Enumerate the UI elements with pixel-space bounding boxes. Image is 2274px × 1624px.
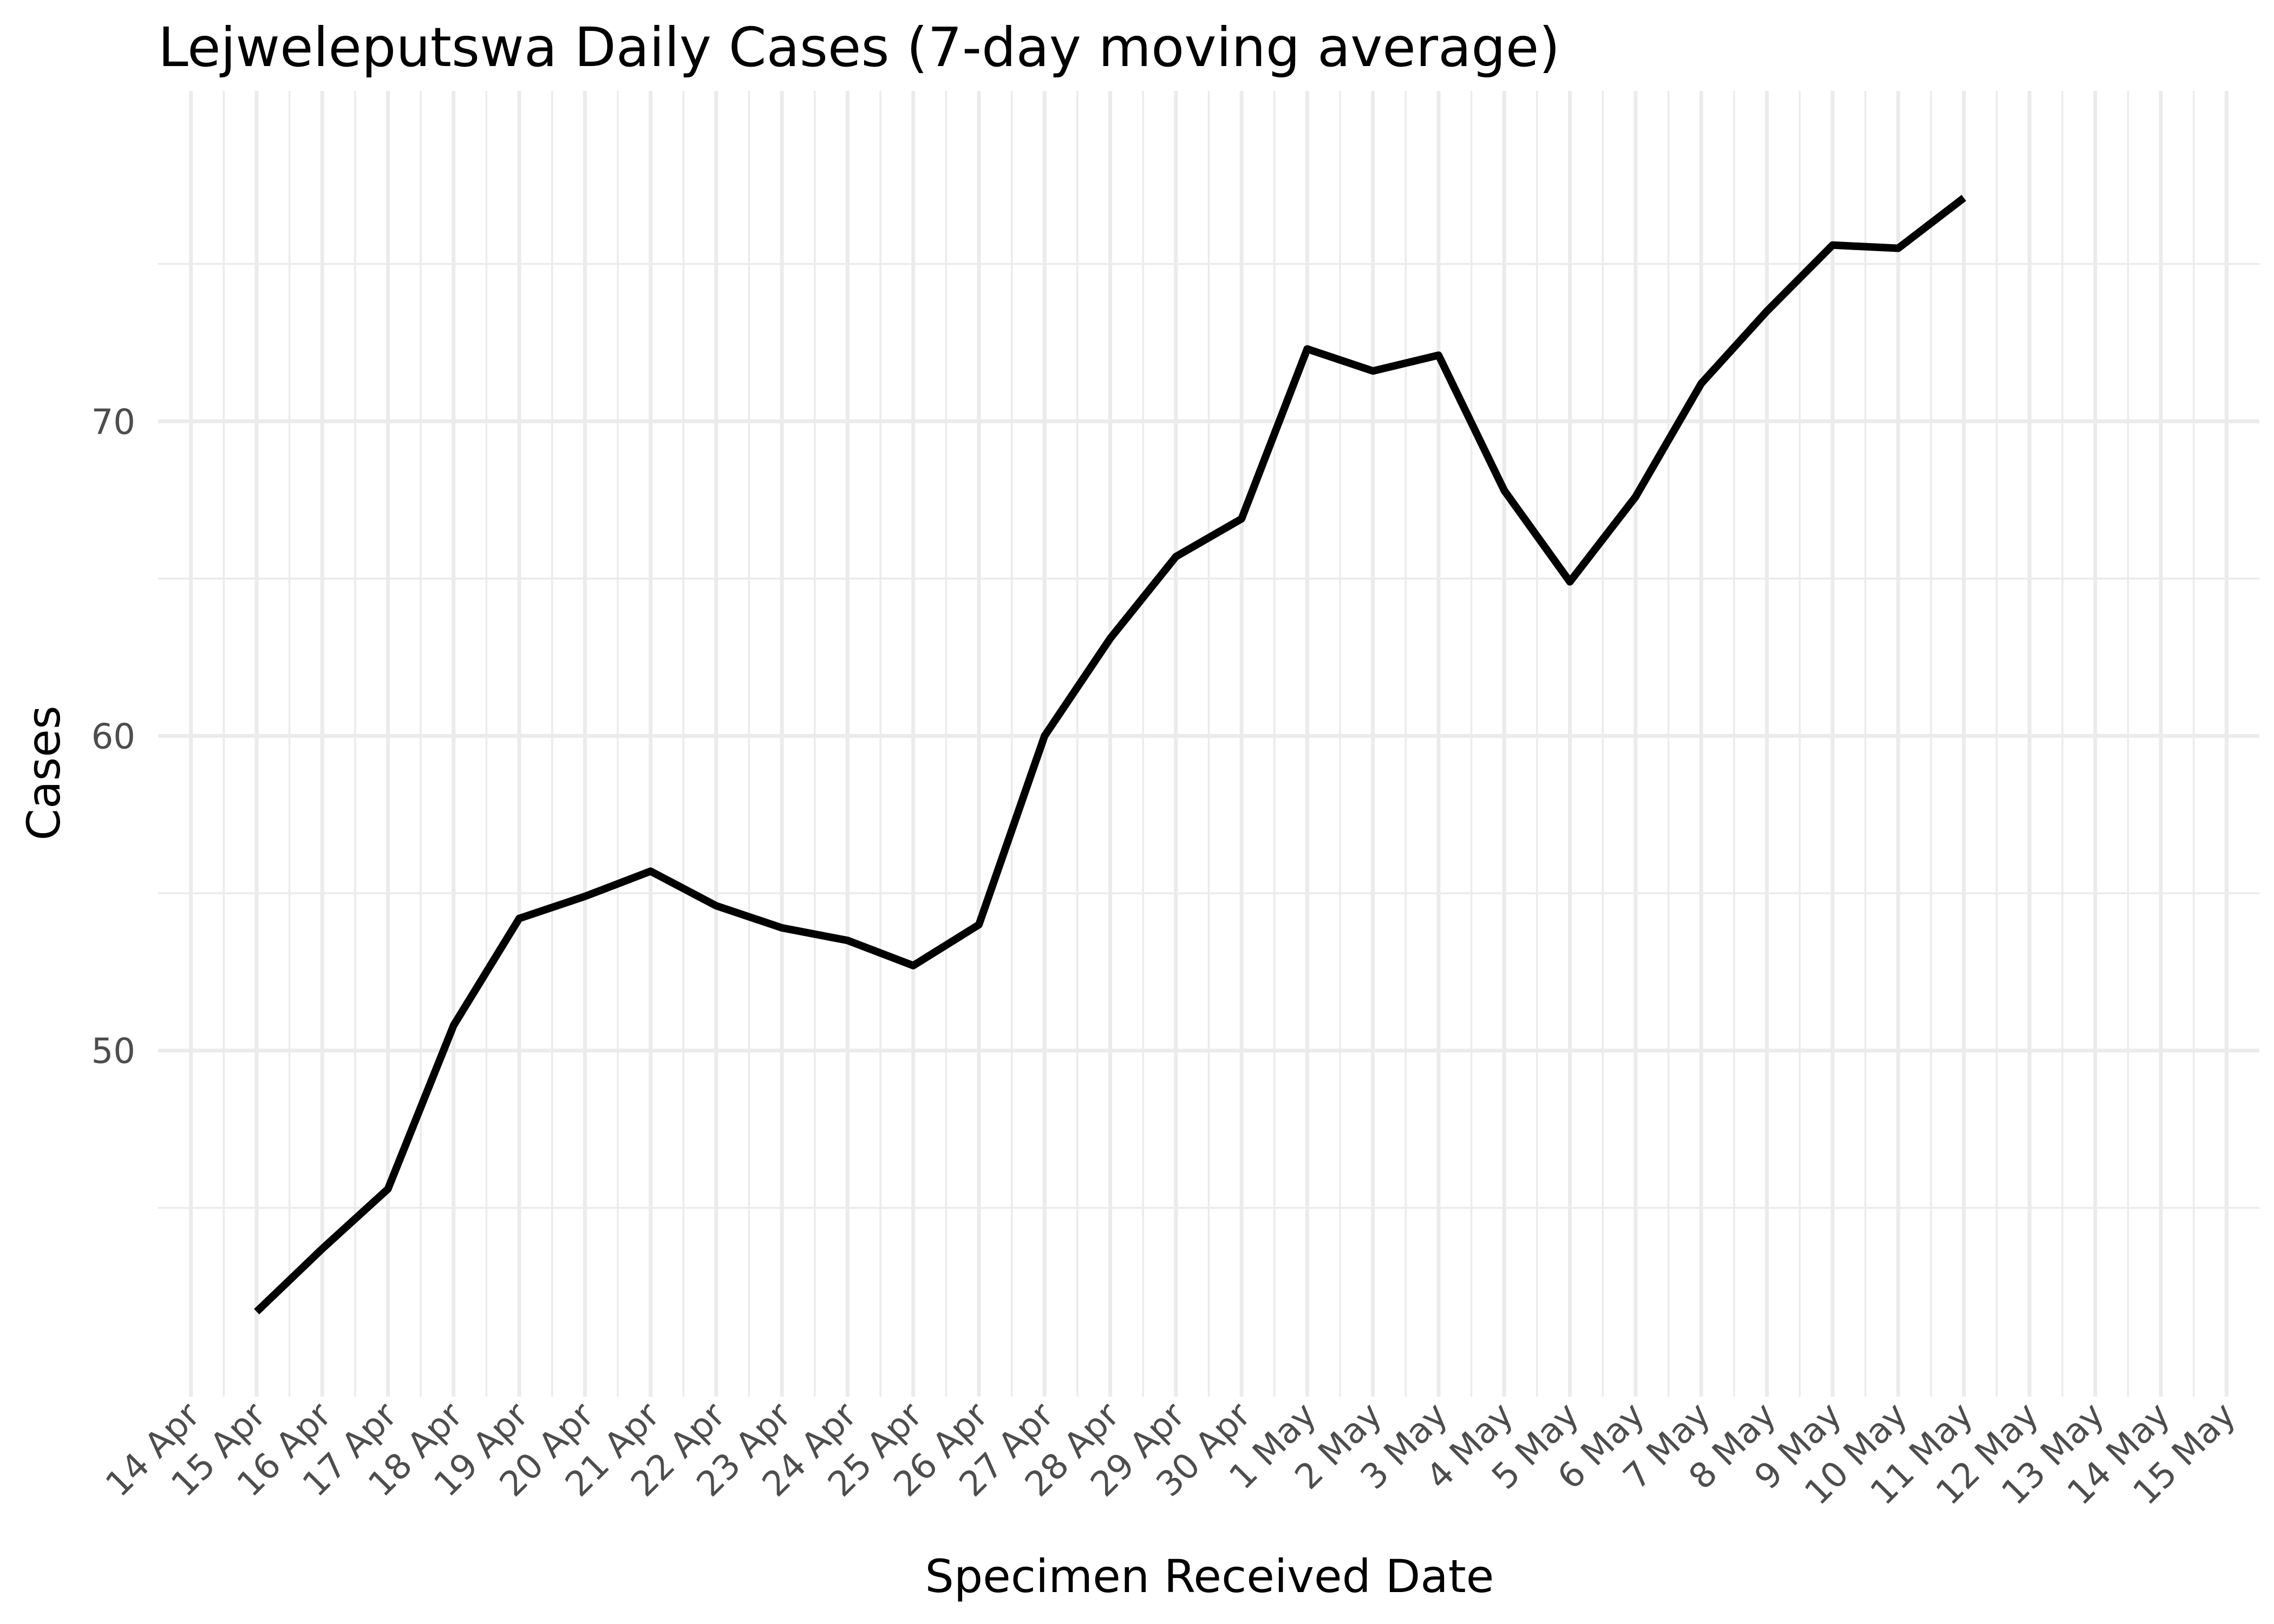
y-tick-label: 50 [92,1032,135,1072]
minor-x-gridlines [223,91,2195,1397]
y-tick-label: 70 [92,402,135,442]
major-y-gridlines [158,419,2259,1053]
y-axis-title: Cases [17,705,70,840]
chart-title: Lejweleputswa Daily Cases (7-day moving … [158,16,1560,79]
series-line [254,195,1966,1315]
y-axis-tick-labels: 50 60 70 [92,402,135,1071]
y-tick-label: 60 [92,717,135,757]
x-axis-title: Specimen Received Date [925,1550,1494,1603]
major-x-gridlines [189,91,2229,1397]
series-layer [254,195,1966,1315]
